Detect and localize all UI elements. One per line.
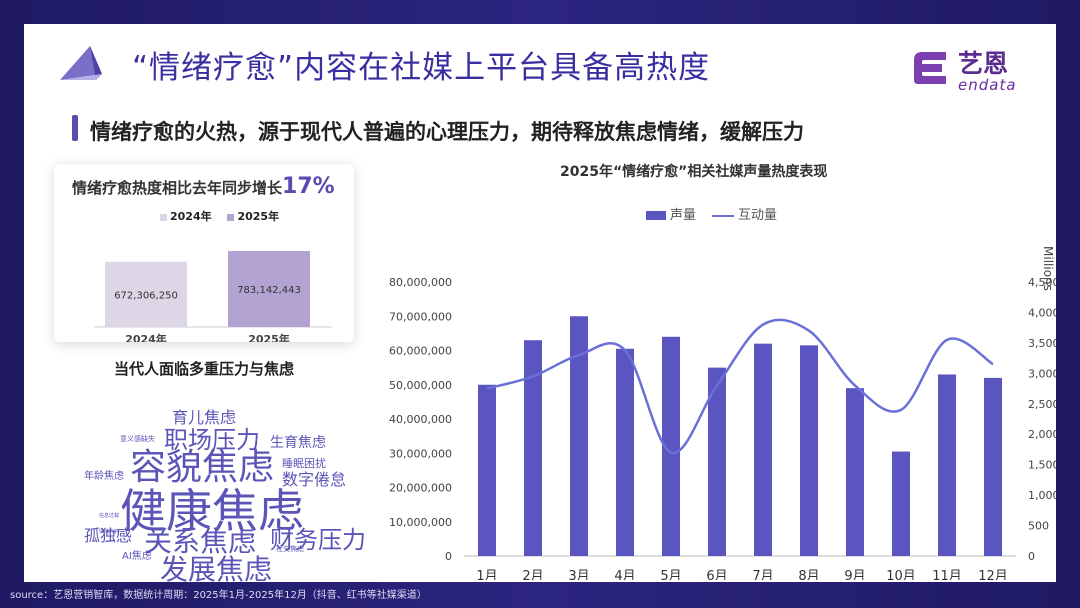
x-tick-label: 6月 xyxy=(706,569,727,580)
wordcloud-word: AI焦虑 xyxy=(122,551,152,562)
wordcloud-title: 当代人面临多重压力与焦虑 xyxy=(114,360,295,378)
y-tick-label: 70,000,000 xyxy=(389,310,452,323)
y2-tick-label: 2,000 xyxy=(1028,428,1056,441)
y-tick-label: 10,000,000 xyxy=(389,516,452,529)
y2-unit-label: Millions xyxy=(1041,246,1055,291)
volume-bar xyxy=(754,343,772,556)
endata-logo-icon xyxy=(914,52,946,84)
wordcloud-word: 容貌焦虑 xyxy=(130,447,275,488)
volume-bar xyxy=(708,367,726,556)
y-tick-label: 20,000,000 xyxy=(389,482,452,495)
yoy-bar-value-2: 783,142,443 xyxy=(237,285,301,296)
x-tick-label: 11月 xyxy=(932,569,962,580)
legend-swatch-2025 xyxy=(227,213,235,221)
wordcloud-word: 育儿焦虑 xyxy=(172,408,237,427)
legend-bar-swatch xyxy=(646,211,666,220)
legend-item-2025: 2025年 xyxy=(227,210,279,223)
y2-tick-label: 1,500 xyxy=(1028,459,1056,472)
yoy-bar-2 xyxy=(228,251,310,327)
volume-bar xyxy=(662,336,680,556)
growth-percent: 17% xyxy=(282,174,335,199)
y2-tick-label: 3,500 xyxy=(1028,337,1056,350)
yoy-bar-value-1: 672,306,250 xyxy=(114,290,178,301)
x-tick-label: 3月 xyxy=(568,569,589,580)
y-tick-label: 0 xyxy=(445,550,452,563)
legend-line-swatch xyxy=(712,214,735,217)
legend-item-2024: 2024年 xyxy=(160,210,212,223)
wordcloud-word: 生育焦虑 xyxy=(270,435,326,451)
volume-bar xyxy=(524,340,542,556)
wordcloud-word: 睡眠困扰 xyxy=(282,457,326,470)
y2-tick-label: 1,000 xyxy=(1028,489,1056,502)
wordcloud-word: 信息过载 xyxy=(99,513,120,519)
x-tick-label: 7月 xyxy=(752,569,773,580)
pyramid-decoration-icon xyxy=(60,46,102,80)
monthly-volume-chart: 80,000,000 70,000,000 60,000,000 50,000,000… xyxy=(389,246,1056,580)
y2-tick-label: 0 xyxy=(1028,550,1035,563)
x-tick-label: 4月 xyxy=(614,569,635,580)
card-title: 情绪疗愈热度相比去年同步增长17% xyxy=(72,174,335,199)
legend-bar-label: 声量 xyxy=(670,208,697,223)
wordcloud-word: 发展焦虑 xyxy=(160,553,273,583)
volume-bar xyxy=(938,374,956,556)
wordcloud-word: 社交焦虑 xyxy=(276,545,304,553)
y-tick-label: 60,000,000 xyxy=(389,345,452,358)
logo-text-cn: 艺恩 xyxy=(958,49,1009,78)
chart-title: 2025年“情绪疗愈”相关社媒声量热度表现 xyxy=(560,164,828,180)
wordcloud-word: 职场压力 xyxy=(164,426,260,454)
volume-bar xyxy=(892,451,910,556)
legend-swatch-2024 xyxy=(160,213,167,221)
x-tick-label: 5月 xyxy=(660,569,681,580)
y2-tick-label: 3,000 xyxy=(1028,367,1056,380)
x-tick-label: 10月 xyxy=(886,569,916,580)
yoy-category-label-1: 2024年 xyxy=(125,332,167,342)
yoy-category-label-2: 2025年 xyxy=(248,332,290,342)
x-tick-label: 8月 xyxy=(798,569,819,580)
wordcloud-word: 情绪内耗 xyxy=(99,529,120,535)
y2-tick-label: 500 xyxy=(1028,520,1049,533)
y2-tick-label: 2,500 xyxy=(1028,398,1056,411)
source-note: source：艺恩营销智库，数据统计周期：2025年1月-2025年12月（抖音… xyxy=(10,590,427,601)
y2-tick-label: 4,500 xyxy=(1028,276,1056,289)
subtitle: 情绪疗愈的火热，源于现代人普遍的心理压力，期待释放焦虑情绪，缓解压力 xyxy=(90,120,804,144)
stress-wordcloud: 育儿焦虑意义感缺失 职场压力 生育焦虑睡眠困扰年龄焦虑 容貌焦虑 数字倦怠信息过载 健康焦… xyxy=(44,380,384,583)
wordcloud-word: 数字倦怠 xyxy=(282,470,347,489)
y-tick-label: 30,000,000 xyxy=(389,447,452,460)
y-tick-label: 50,000,000 xyxy=(389,379,452,392)
wordcloud-word: 孤独感 xyxy=(84,526,133,545)
interaction-line xyxy=(486,318,994,454)
y-tick-label: 40,000,000 xyxy=(389,413,452,426)
legend-label-2025: 2025年 xyxy=(237,210,280,223)
chart-legend: 声量 互动量 xyxy=(646,204,777,223)
wordcloud-word: 关系焦虑 xyxy=(144,525,257,558)
x-tick-label: 1月 xyxy=(476,569,497,580)
x-tick-label: 12月 xyxy=(978,569,1008,580)
yoy-bar-1 xyxy=(105,261,187,327)
volume-bar xyxy=(478,384,496,556)
logo-text-en: endata xyxy=(958,76,1017,94)
volume-bar xyxy=(984,377,1002,556)
legend-line-label: 互动量 xyxy=(738,208,778,223)
wordcloud-word: 年龄焦虑 xyxy=(84,471,124,482)
wordcloud-word: 财务压力 xyxy=(270,526,366,554)
volume-bar xyxy=(570,316,588,556)
x-tick-label: 2月 xyxy=(522,569,543,580)
volume-bar xyxy=(800,345,818,556)
yoy-growth-card: 情绪疗愈热度相比去年同步增长17% 2024年 2025年 672,306,25… xyxy=(54,164,354,342)
subtitle-accent-bar xyxy=(72,115,78,141)
y2-tick-label: 4,000 xyxy=(1028,306,1056,319)
card-legend: 2024年 2025年 xyxy=(160,208,291,224)
legend-label-2024: 2024年 xyxy=(170,210,212,223)
x-tick-label: 9月 xyxy=(844,569,865,580)
slide: “情绪疗愈”内容在社媒上平台具备高热度 艺恩 endata 情绪疗愈的火热，源于… xyxy=(24,24,1056,582)
brand-logo: 艺恩 endata xyxy=(908,44,1038,94)
y-tick-label: 80,000,000 xyxy=(389,276,452,289)
yoy-bar-chart: 672,306,250 2024年 783,142,443 2025年 xyxy=(94,251,332,342)
wordcloud-word: 健康焦虑 xyxy=(120,484,304,538)
volume-bar xyxy=(846,388,864,556)
page-title: “情绪疗愈”内容在社媒上平台具备高热度 xyxy=(132,50,711,86)
card-title-text: 情绪疗愈热度相比去年同步增长 xyxy=(72,179,283,197)
wordcloud-word: 意义感缺失 xyxy=(120,435,155,443)
volume-bar xyxy=(616,348,634,556)
